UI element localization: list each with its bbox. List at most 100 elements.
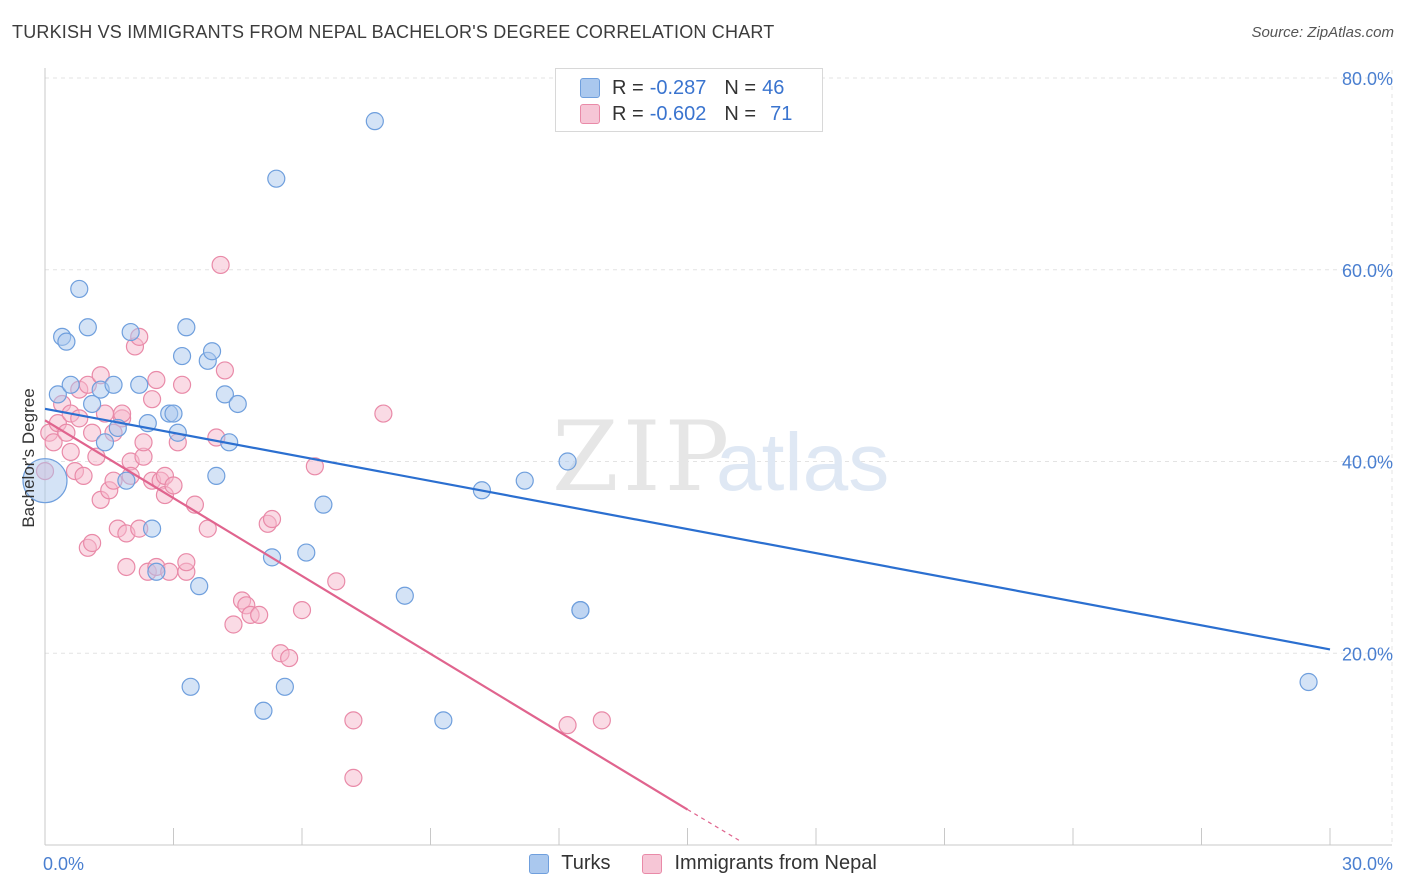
turks-point [164,404,183,423]
nepal-point [224,615,243,634]
legend-r-label: R = [612,76,644,99]
watermark-zip: ZIP [552,401,733,513]
nepal-swatch [580,104,600,124]
turks-point [177,318,196,337]
nepal-point [305,457,324,476]
turks-point [1299,672,1318,692]
turks-point [147,562,166,581]
legend-label-turks: Turks [561,852,611,874]
nepal-trend-line [44,419,689,811]
y-axis-label: Bachelor's Degree [19,388,38,527]
watermark-atlas: atlas [716,417,889,508]
nepal-point [164,476,183,495]
turks-point [558,452,577,471]
nepal-point [74,466,93,485]
turks-point [61,375,80,394]
nepal-point [134,433,153,452]
gridlines [45,70,1393,845]
nepal-point [262,509,282,529]
nepal-point [83,533,102,553]
turks-point [314,495,333,514]
y-tick-label: 20.0% [1342,644,1393,664]
turks-point [395,586,414,605]
turks-point [181,677,200,696]
turks-trend-line [44,407,1331,651]
turks-swatch [529,853,550,874]
turks-point [190,577,209,596]
legend-label-nepal: Immigrants from Nepal [674,852,877,874]
axes [44,68,1392,846]
turks-point [275,677,294,696]
turks-point [254,701,273,720]
y-tick-label: 60.0% [1342,261,1393,281]
turks-point [22,458,68,504]
turks-point [434,711,453,730]
turks-point [83,394,102,414]
watermark: ZIP atlas [552,401,889,513]
turks-point [117,471,136,490]
turks-point [121,322,140,342]
nepal-point [215,361,234,380]
chart-title: TURKISH VS IMMIGRANTS FROM NEPAL BACHELO… [12,22,775,42]
x-tick-label-max: 30.0% [1342,854,1393,874]
nepal-point [44,433,63,452]
turks-point [48,385,67,404]
turks-point [57,332,76,351]
x-tick-label-min: 0.0% [43,854,84,874]
series-legend: Turks Immigrants from Nepal [0,852,1406,875]
turks-point [70,279,89,299]
nepal-point [374,404,393,423]
nepal-point [61,442,80,462]
nepal-point [117,557,136,577]
nepal-point [147,370,166,390]
nepal-point [142,390,162,409]
turks-swatch [580,78,600,98]
nepal-point [250,605,269,625]
legend-n-label: N = [724,102,757,125]
nepal-point [592,711,611,730]
nepal-swatch [642,853,663,874]
legend-row-turks: R = -0.287 N = 46 [580,75,784,101]
turks-series [22,112,1318,730]
y-tick-label: 40.0% [1342,453,1393,473]
turks-point [228,394,247,414]
legend-n-value: 46 [762,76,785,99]
turks-point [142,519,162,538]
turks-point [365,112,384,131]
legend-n-label: N = [724,76,757,99]
y-tick-label: 80.0% [1342,69,1393,89]
nepal-point [70,409,89,428]
trend-lines [44,407,1331,841]
turks-point [571,601,590,620]
nepal-point [558,716,577,735]
turks-point [78,318,97,337]
turks-point [172,346,192,366]
source-credit: Source: ZipAtlas.com [1251,24,1394,41]
turks-point [267,169,286,188]
nepal-point [177,553,196,572]
nepal-point [344,711,363,730]
nepal-point [292,601,312,620]
legend-r-value: -0.287 [649,76,707,99]
nepal-point [327,572,346,591]
nepal-point [172,375,192,394]
turks-point [130,375,149,394]
nepal-point [280,648,299,668]
nepal-trend-extension [687,809,740,841]
legend-item-turks: Turks [529,852,610,875]
legend-n-value: 71 [770,102,793,125]
legend-row-nepal: R = -0.602 N = 71 [580,101,792,127]
turks-point [202,342,222,361]
turks-point [215,385,234,404]
legend-item-nepal: Immigrants from Nepal [642,852,877,875]
turks-point [104,375,123,394]
legend-r-value: -0.602 [649,102,707,125]
nepal-point [83,423,102,442]
correlation-legend: R = -0.287 N = 46 R = -0.602 N = 71 [555,68,823,132]
nepal-point [211,255,230,275]
tick-labels: 20.0% 40.0% 60.0% 80.0% 0.0% 30.0% [43,69,1393,874]
turks-point [95,433,115,452]
turks-point [515,471,534,490]
nepal-point [344,768,363,787]
